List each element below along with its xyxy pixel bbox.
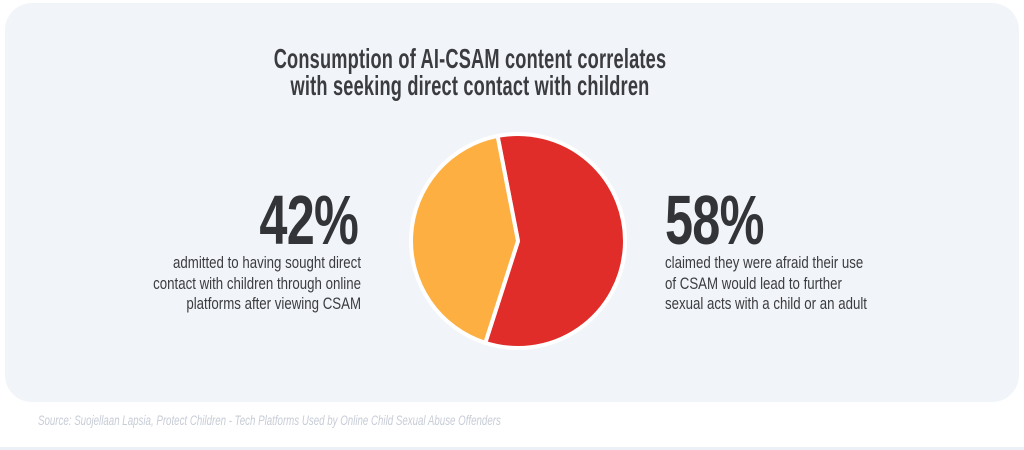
chart-title: Consumption of AI-CSAM content correlate… xyxy=(273,43,667,101)
source-attribution: Source: Suojellaan Lapsia, Protect Child… xyxy=(38,413,501,428)
right-stat-block: 58% xyxy=(665,185,802,255)
pie-slice-42pct xyxy=(409,133,521,346)
pie-chart xyxy=(409,132,627,350)
infographic-card: Consumption of AI-CSAM content correlate… xyxy=(5,3,1019,402)
next-section-edge xyxy=(0,447,1024,450)
left-stat-description: admitted to having sought direct contact… xyxy=(153,253,361,313)
right-stat-value: 58% xyxy=(665,181,764,259)
left-stat-block: 42% xyxy=(221,185,358,255)
pie-slice-58pct xyxy=(482,132,627,350)
right-stat-description: claimed they were afraid their use of CS… xyxy=(665,253,867,313)
left-stat-value: 42% xyxy=(259,181,358,259)
